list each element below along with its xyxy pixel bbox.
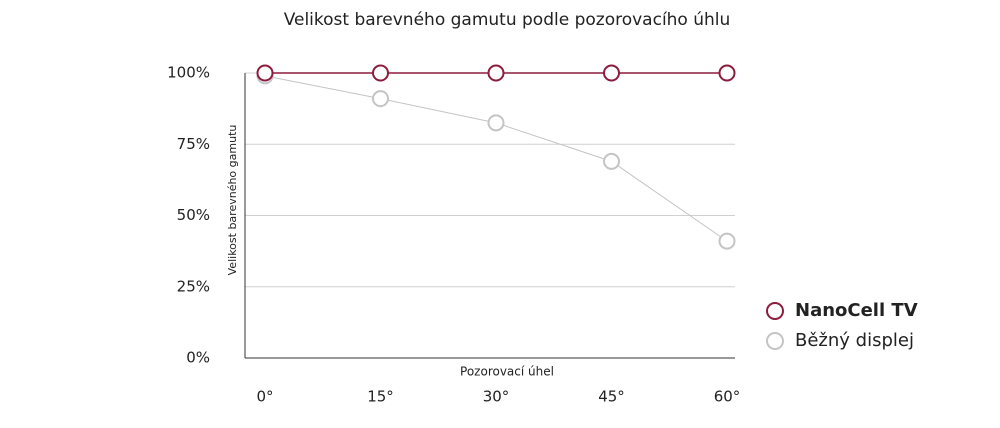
legend-label: NanoCell TV [795, 300, 918, 321]
x-tick-label: 45° [598, 388, 625, 406]
data-point [603, 152, 620, 170]
x-axis-title: Pozorovací úhel [460, 365, 554, 379]
data-point [487, 114, 505, 132]
y-tick-label: 100% [167, 64, 210, 82]
y-tick-label: 25% [177, 277, 210, 295]
x-tick-label: 30° [483, 388, 510, 406]
y-tick-label: 75% [177, 135, 210, 153]
data-point [256, 64, 274, 82]
x-tick-label: 15° [367, 388, 394, 406]
legend-label: Běžný displej [795, 330, 914, 351]
data-point [603, 64, 620, 82]
x-tick-label: 0° [256, 388, 273, 406]
series-line [264, 75, 728, 242]
y-tick-label: 0% [186, 349, 210, 367]
legend-marker [766, 332, 784, 350]
chart-title: Velikost barevného gamutu podle pozorova… [284, 10, 731, 30]
data-point [718, 232, 736, 250]
legend-marker [766, 302, 784, 320]
data-point [718, 64, 736, 82]
y-tick-label: 50% [177, 206, 210, 224]
data-point [372, 64, 389, 82]
x-tick-label: 60° [714, 388, 741, 406]
data-point [487, 64, 505, 82]
data-point [372, 90, 389, 108]
y-axis-title: Velikost barevného gamutu [226, 125, 239, 276]
